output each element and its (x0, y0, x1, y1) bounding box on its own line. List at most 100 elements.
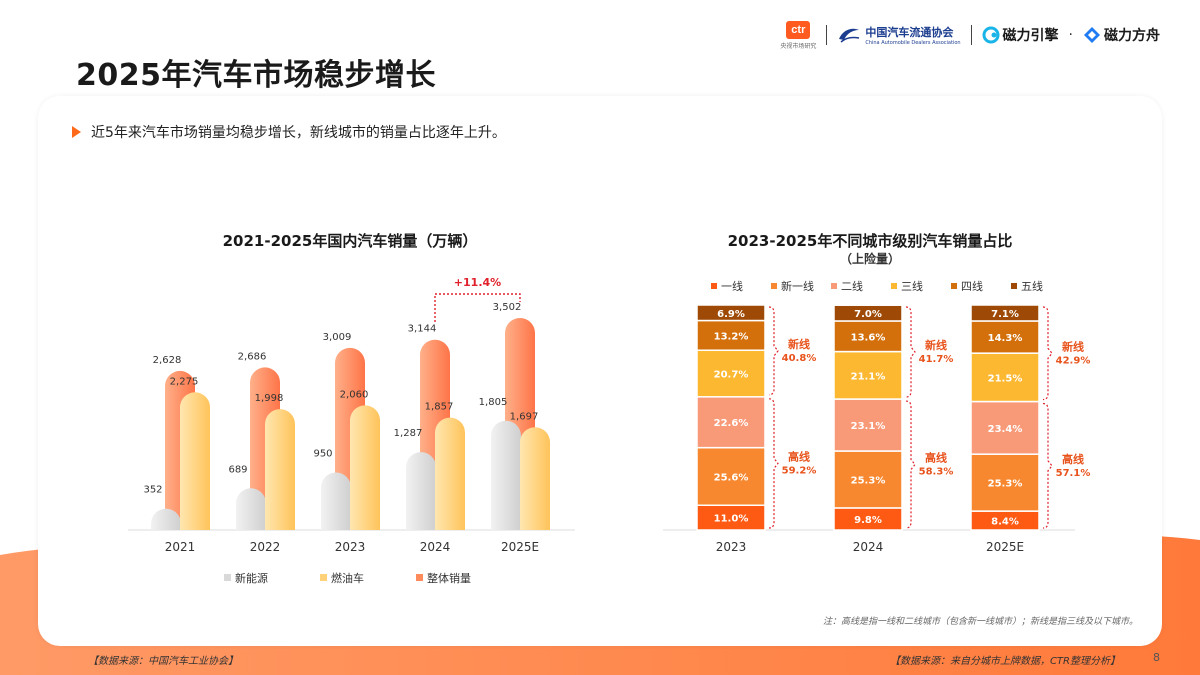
group-name-high-tier-2024: 高线 (925, 451, 947, 465)
label-nev-2025E: 1,805 (479, 397, 508, 408)
bracket-new-tier-2024 (905, 306, 916, 398)
legend-label-nev: 新能源 (235, 571, 268, 585)
x-tick-2024: 2024 (420, 540, 451, 554)
growth-bracket (434, 293, 521, 322)
segment-tier2-2025E (970, 400, 1040, 455)
label-fuel-2022: 1,998 (255, 393, 284, 404)
segment-tier3-2024 (833, 350, 903, 400)
segment-tier2-2023 (696, 396, 766, 449)
label-fuel-2023: 2,060 (340, 389, 369, 400)
group-value-high-tier-2024: 58.3% (919, 467, 954, 478)
legend-swatch-tier3 (891, 283, 897, 289)
label-total-2023: 3,009 (323, 332, 352, 343)
segment-label-newtier1-2025E: 25.3% (988, 479, 1023, 490)
caam-logo-en: China Automobile Dealers Association (865, 40, 961, 46)
bar-fuel-2022 (265, 409, 295, 530)
group-name-high-tier-2025E: 高线 (1062, 452, 1084, 466)
label-nev-2021: 352 (143, 485, 162, 496)
footnote: 注：高线是指一线和二线城市（包含新一线城市）；新线是指三线及以下城市。 (822, 617, 1138, 627)
group-name-new-tier-2025E: 新线 (1062, 339, 1084, 353)
legend-label-tier5: 五线 (1021, 279, 1043, 293)
share-stacked-chart: 一线 新一线 二线 三线 四线 五线 11.0% 25.6% 22.6% 20.7% 13.2% 6.… (663, 279, 1091, 554)
growth-annotation: +11.4% (454, 276, 501, 289)
share-chart-title: 2023-2025年不同城市级别汽车销量占比 (727, 232, 1013, 250)
segment-tier5-2025E (970, 304, 1040, 322)
legend-swatch-tier1 (711, 283, 717, 289)
group-value-new-tier-2023: 40.8% (782, 353, 817, 364)
bracket-new-tier-2025E (1042, 306, 1053, 401)
legend-label-tier4: 四线 (961, 279, 983, 293)
segment-tier4-2023 (696, 319, 766, 351)
ctr-logo-mark: ctr (786, 20, 811, 39)
segment-label-tier2-2023: 22.6% (714, 418, 749, 429)
legend-label-tier3: 三线 (901, 279, 923, 293)
label-fuel-2024: 1,857 (425, 402, 454, 413)
segment-label-tier5-2024: 7.0% (854, 309, 882, 320)
segment-tier3-2025E (970, 352, 1040, 403)
cili-logo-icon (982, 26, 1000, 44)
bracket-high-tier-2023 (768, 398, 779, 529)
logo-bar: ctr 央视市场研究 中国汽车流通协会 China Automobile Dea… (780, 20, 1160, 50)
segment-label-tier1-2023: 11.0% (714, 514, 749, 525)
segment-tier5-2023 (696, 304, 766, 322)
cili-fangzhou-logo: 磁力方舟 (1083, 25, 1160, 45)
legend-swatch-tier4 (951, 283, 957, 289)
logo-divider (970, 25, 972, 45)
sales-bar-chart: 2,628 352 2,275 2021 2,686 689 1,998 2022 3,009 9… (128, 276, 575, 585)
bar-fuel-2023 (350, 405, 380, 530)
bar-fuel-2024 (435, 417, 465, 530)
bar-fuel-2025E (520, 427, 550, 530)
label-fuel-2025E: 1,697 (510, 411, 539, 422)
ctr-logo: ctr 央视市场研究 (780, 20, 817, 50)
segment-label-tier1-2024: 9.8% (854, 515, 882, 526)
page-number: 8 (1153, 651, 1160, 664)
segment-label-tier2-2025E: 23.4% (988, 424, 1023, 435)
ctr-logo-subtitle: 央视市场研究 (780, 42, 817, 50)
group-value-new-tier-2025E: 42.9% (1056, 355, 1091, 366)
label-fuel-2021: 2,275 (170, 376, 199, 387)
segment-label-tier4-2023: 13.2% (714, 331, 749, 342)
segment-tier3-2023 (696, 349, 766, 398)
segment-tier1-2023 (696, 504, 766, 531)
caam-logo: 中国汽车流通协会 China Automobile Dealers Associ… (837, 24, 961, 46)
x-tick-2021: 2021 (165, 540, 196, 554)
logo-divider (826, 25, 828, 45)
segment-tier5-2024 (833, 304, 903, 322)
legend-label-tier2: 二线 (841, 279, 863, 293)
label-nev-2022: 689 (228, 464, 247, 475)
label-total-2025E: 3,502 (493, 302, 522, 313)
cili-yinqing-logo: 磁力引擎 (982, 25, 1059, 45)
triangle-bullet-icon (72, 126, 81, 138)
segment-label-tier4-2025E: 14.3% (988, 333, 1023, 344)
segment-label-tier3-2024: 21.1% (851, 371, 886, 382)
legend-swatch-nev (224, 574, 231, 581)
x-tick-2024: 2024 (853, 540, 884, 554)
source-right: 【数据来源：来自分城市上牌数据，CTR整理分析】 (889, 656, 1120, 667)
label-total-2021: 2,628 (153, 355, 182, 366)
summary-bullet: 近5年来汽车市场销量均稳步增长，新线城市的销量占比逐年上升。 (72, 122, 506, 142)
x-tick-2023: 2023 (335, 540, 366, 554)
group-name-new-tier-2024: 新线 (925, 338, 947, 352)
legend-swatch-fuel (320, 574, 327, 581)
x-tick-2025E: 2025E (986, 540, 1024, 554)
bar-nev-2023 (321, 472, 351, 530)
cili-yinqing-text: 磁力引擎 (1002, 28, 1059, 44)
bar-nev-2024 (406, 452, 436, 530)
label-nev-2024: 1,287 (394, 428, 423, 439)
legend-swatch-tier2 (831, 283, 837, 289)
legend-label-total: 整体销量 (427, 571, 471, 585)
segment-label-newtier1-2023: 25.6% (714, 472, 749, 483)
group-name-new-tier-2023: 新线 (788, 337, 810, 351)
segment-label-tier5-2023: 6.9% (717, 309, 745, 320)
x-tick-2022: 2022 (250, 540, 281, 554)
segment-newtier1-2025E (970, 453, 1040, 512)
legend-swatch-total (416, 574, 423, 581)
cili-fangzhou-text: 磁力方舟 (1104, 28, 1160, 44)
bracket-high-tier-2025E (1042, 402, 1053, 529)
segment-newtier1-2023 (696, 446, 766, 506)
group-value-high-tier-2025E: 57.1% (1056, 468, 1091, 479)
bracket-high-tier-2024 (905, 400, 916, 529)
caam-logo-cn: 中国汽车流通协会 (865, 26, 954, 39)
legend-label-fuel: 燃油车 (331, 571, 364, 585)
legend-swatch-tier5 (1011, 283, 1017, 289)
